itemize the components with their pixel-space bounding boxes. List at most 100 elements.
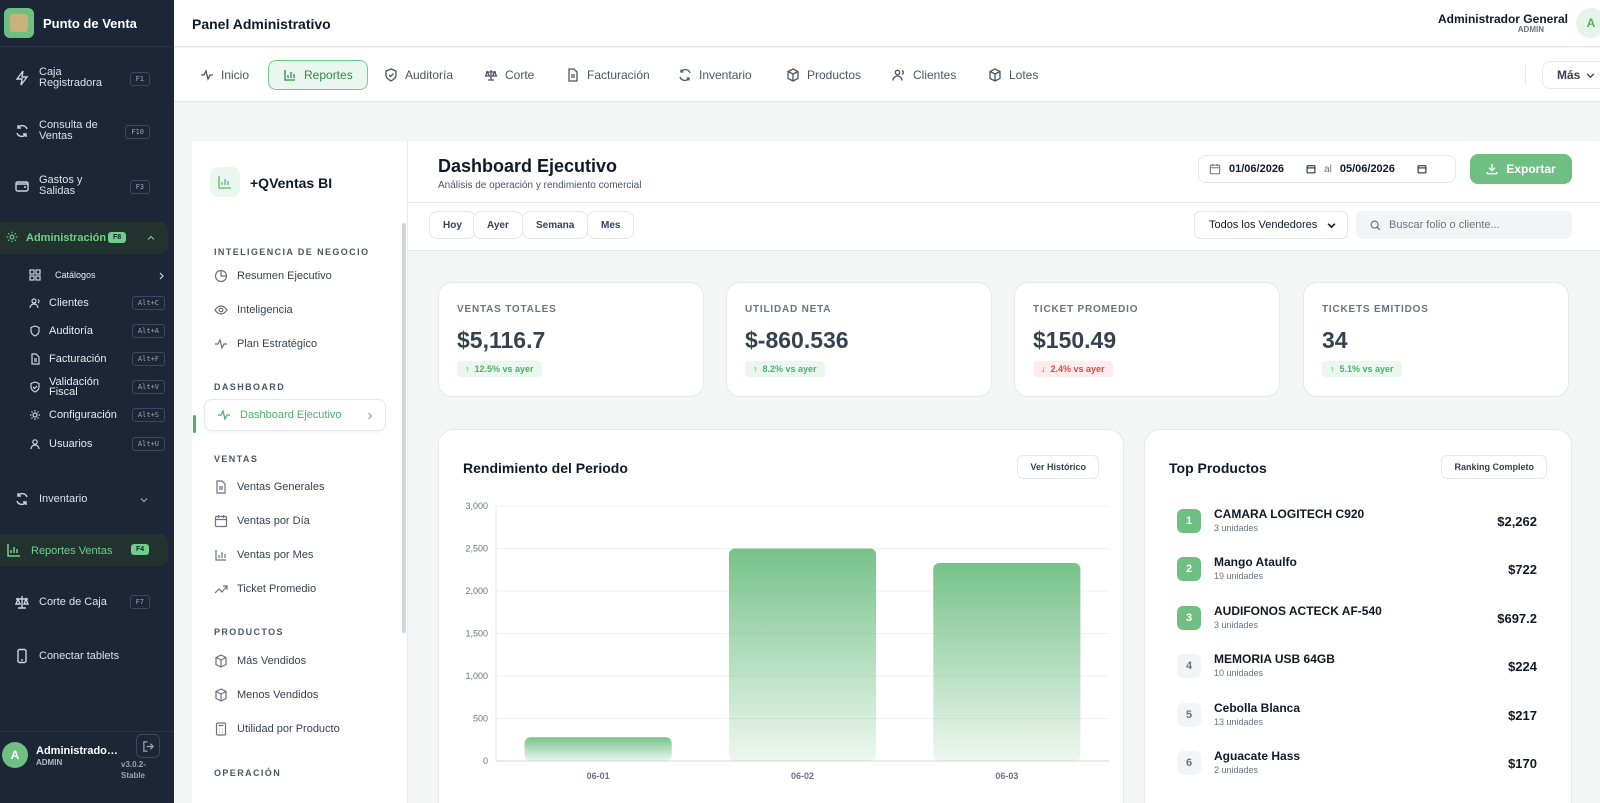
chart-bar[interactable] [728, 548, 877, 762]
shortcut-badge: F3 [129, 180, 150, 194]
chip-mes[interactable]: Mes [587, 211, 635, 239]
sidebar-sub-facturacion[interactable]: Facturación Alt+F [0, 349, 174, 371]
shortcut-badge: Alt+A [131, 324, 165, 338]
bi-item-ticket-promedio[interactable]: Ticket Promedio [214, 579, 384, 599]
historico-button[interactable]: Ver Histórico [1017, 455, 1099, 479]
tab-auditoria[interactable]: Auditoría [370, 60, 467, 90]
bi-sidebar: +QVentas BI INTELIGENCIA DE NEGOCIO Resu… [192, 141, 408, 803]
sidebar-item-corte[interactable]: Corte de Caja F7 [0, 592, 174, 612]
rank-badge: 5 [1177, 703, 1201, 727]
rank-badge: 2 [1177, 557, 1201, 581]
sidebar-scrollbar[interactable] [402, 223, 406, 633]
bi-item-ventas-dia[interactable]: Ventas por Día [214, 511, 384, 531]
bi-item-inteligencia[interactable]: Inteligencia [214, 300, 384, 320]
sidebar-sub-usuarios[interactable]: Usuarios Alt+U [0, 434, 174, 456]
search-placeholder: Buscar folio o cliente... [1389, 219, 1500, 231]
tab-inventario[interactable]: Inventario [664, 60, 766, 90]
avatar[interactable]: A [2, 742, 28, 768]
dashboard-title: Dashboard Ejecutivo [438, 156, 618, 176]
wallet-icon [15, 181, 29, 192]
arrow-down-icon: ↓ [1041, 364, 1046, 374]
export-label: Exportar [1506, 162, 1556, 176]
bi-item-dashboard-ejecutivo[interactable]: Dashboard Ejecutivo [204, 399, 386, 431]
ranking-button[interactable]: Ranking Completo [1441, 455, 1547, 479]
bi-item-ventas-mes[interactable]: Ventas por Mes [214, 545, 384, 565]
bi-item-plan[interactable]: Plan Estratégico [214, 334, 384, 354]
list-item[interactable]: 1 CAMARA LOGITECH C920 3 unidades $2,262 [1177, 503, 1537, 543]
product-units: 13 unidades [1214, 717, 1264, 727]
product-name: MEMORIA USB 64GB [1214, 652, 1335, 666]
tab-divider [1525, 65, 1526, 85]
sidebar-sub-validacion[interactable]: Validación Fiscal Alt+V [0, 377, 174, 399]
user-footer: A Administrador General ADMIN v3.0.2-Sta… [0, 731, 174, 803]
sidebar-item-label: Clientes [49, 297, 89, 309]
bi-item-utilidad-producto[interactable]: Utilidad por Producto [214, 719, 384, 739]
sidebar-item-inventario[interactable]: Inventario [0, 489, 174, 509]
tab-clientes[interactable]: Clientes [878, 60, 970, 90]
list-item[interactable]: 6 Aguacate Hass 2 unidades $170 [1177, 745, 1537, 785]
date-to-input[interactable]: 05/06/2026 [1340, 163, 1427, 175]
chip-semana[interactable]: Semana [522, 211, 589, 239]
x-tick-label: 06-02 [791, 771, 814, 781]
search-input[interactable]: Buscar folio o cliente... [1356, 211, 1572, 239]
tab-facturacion[interactable]: Facturación [552, 60, 664, 90]
header-avatar[interactable]: A [1576, 8, 1600, 38]
shortcut-badge: Alt+F [131, 352, 165, 366]
chevron-down-icon [140, 498, 148, 503]
sidebar-item-administracion[interactable]: Administración F8 [0, 222, 168, 254]
users-icon [892, 69, 904, 81]
tab-productos[interactable]: Productos [772, 60, 875, 90]
list-item[interactable]: 4 MEMORIA USB 64GB 10 unidades $224 [1177, 648, 1537, 688]
sidebar-sub-auditoria[interactable]: Auditoría Alt+A [0, 321, 174, 343]
bi-item-resumen[interactable]: Resumen Ejecutivo [214, 266, 384, 286]
sidebar-sub-catalogos[interactable]: Catálogos [0, 265, 174, 287]
chip-hoy[interactable]: Hoy [429, 211, 476, 239]
sidebar-item-tablets[interactable]: Conectar tablets [0, 646, 174, 666]
tab-inicio[interactable]: Inicio [186, 60, 263, 90]
tab-corte[interactable]: Corte [470, 60, 548, 90]
more-tabs-dropdown[interactable]: Más [1542, 61, 1600, 89]
refresh-icon [679, 68, 691, 82]
chip-ayer[interactable]: Ayer [473, 211, 523, 239]
chart-bar[interactable] [933, 562, 1081, 761]
list-item[interactable]: 5 Cebolla Blanca 13 unidades $217 [1177, 697, 1537, 737]
date-from-input[interactable]: 01/06/2026 [1229, 163, 1316, 175]
shortcut-badge: F1 [129, 72, 150, 86]
grid-icon [29, 269, 41, 281]
bi-item-menos-vendidos[interactable]: Menos Vendidos [214, 685, 384, 705]
product-value: $217 [1508, 708, 1537, 723]
top-products-card: Top Productos Ranking Completo 1 CAMARA … [1144, 429, 1572, 803]
chart-bar[interactable] [524, 737, 672, 761]
sidebar-item-consulta[interactable]: Consulta de Ventas F10 [0, 119, 174, 143]
date-range-picker: 01/06/2026 al 05/06/2026 [1198, 155, 1456, 183]
tablet-icon [17, 648, 27, 664]
bi-item-label: Dashboard Ejecutivo [240, 409, 342, 421]
product-value: $722 [1508, 562, 1537, 577]
sidebar-item-caja[interactable]: Caja Registradora F1 [0, 66, 174, 90]
sidebar-item-reportes[interactable]: Reportes Ventas F4 [0, 534, 168, 566]
tab-label: Auditoría [405, 68, 454, 82]
y-tick-label: 0 [483, 756, 488, 766]
bi-item-mas-vendidos[interactable]: Más Vendidos [214, 651, 384, 671]
sidebar-item-gastos[interactable]: Gastos y Salidas F3 [0, 174, 174, 198]
bar-chart-icon [215, 550, 226, 561]
product-units: 10 unidades [1214, 668, 1264, 678]
export-button[interactable]: Exportar [1470, 154, 1572, 184]
sidebar-item-label: Inventario [39, 493, 88, 505]
sidebar-sub-configuracion[interactable]: Configuración Alt+S [0, 405, 174, 427]
kpi-delta-text: 2.4% vs ayer [1050, 364, 1105, 374]
tab-lotes[interactable]: Lotes [974, 60, 1052, 90]
tab-reportes[interactable]: Reportes [268, 60, 368, 90]
arrow-up-icon: ↑ [1330, 364, 1335, 374]
kpi-value: 34 [1322, 327, 1348, 353]
bi-item-label: Ventas por Mes [237, 549, 314, 561]
vendor-select[interactable]: Todos los Vendedores [1194, 211, 1348, 239]
bi-item-ventas-generales[interactable]: Ventas Generales [214, 477, 384, 497]
list-item[interactable]: 2 Mango Ataulfo 19 unidades $722 [1177, 551, 1537, 591]
list-item[interactable]: 3 AUDIFONOS ACTECK AF-540 3 unidades $69… [1177, 600, 1537, 640]
logout-button[interactable] [136, 734, 160, 758]
box-icon [215, 654, 227, 668]
kpi-label: TICKET PROMEDIO [1033, 304, 1139, 315]
sidebar-sub-clientes[interactable]: Clientes Alt+C [0, 293, 174, 315]
y-tick-label: 1,500 [465, 629, 488, 639]
